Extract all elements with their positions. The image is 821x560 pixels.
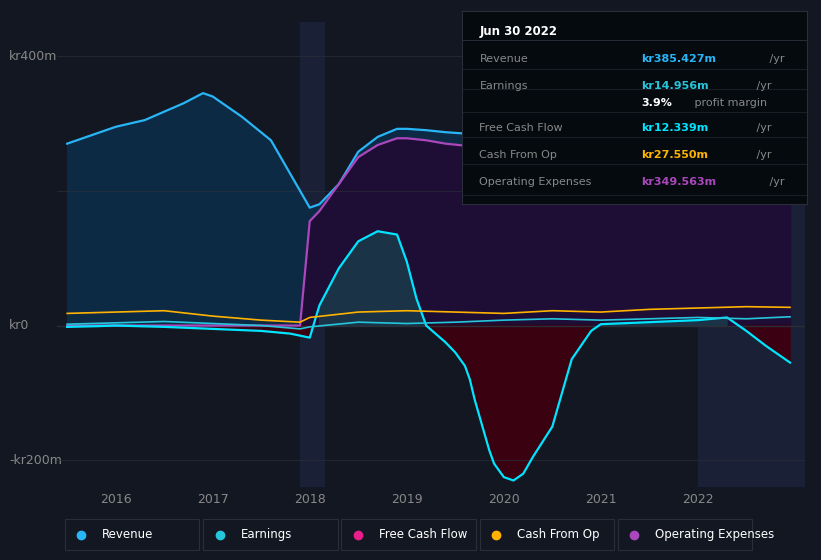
Bar [300,22,324,487]
Text: kr14.956m: kr14.956m [641,81,709,91]
Text: /yr: /yr [753,123,772,133]
Text: Operating Expenses: Operating Expenses [655,528,774,542]
Text: Revenue: Revenue [103,528,154,542]
Text: kr12.339m: kr12.339m [641,123,709,133]
Text: kr400m: kr400m [9,50,57,63]
Text: kr349.563m: kr349.563m [641,178,717,188]
Text: Free Cash Flow: Free Cash Flow [479,123,563,133]
Text: Earnings: Earnings [241,528,292,542]
Text: Cash From Op: Cash From Op [479,150,557,160]
Text: Jun 30 2022: Jun 30 2022 [479,25,557,38]
Text: 3.9%: 3.9% [641,98,672,108]
Text: Earnings: Earnings [479,81,528,91]
Text: /yr: /yr [766,54,784,64]
Text: profit margin: profit margin [691,98,768,108]
Bar [698,22,805,487]
Text: /yr: /yr [753,81,772,91]
Text: Operating Expenses: Operating Expenses [479,178,592,188]
Text: kr385.427m: kr385.427m [641,54,717,64]
Text: Revenue: Revenue [479,54,528,64]
Text: -kr200m: -kr200m [9,454,62,466]
Text: /yr: /yr [766,178,784,188]
Text: Cash From Op: Cash From Op [517,528,599,542]
Text: kr27.550m: kr27.550m [641,150,709,160]
Text: kr0: kr0 [9,319,30,332]
Text: /yr: /yr [753,150,772,160]
Text: Free Cash Flow: Free Cash Flow [378,528,467,542]
